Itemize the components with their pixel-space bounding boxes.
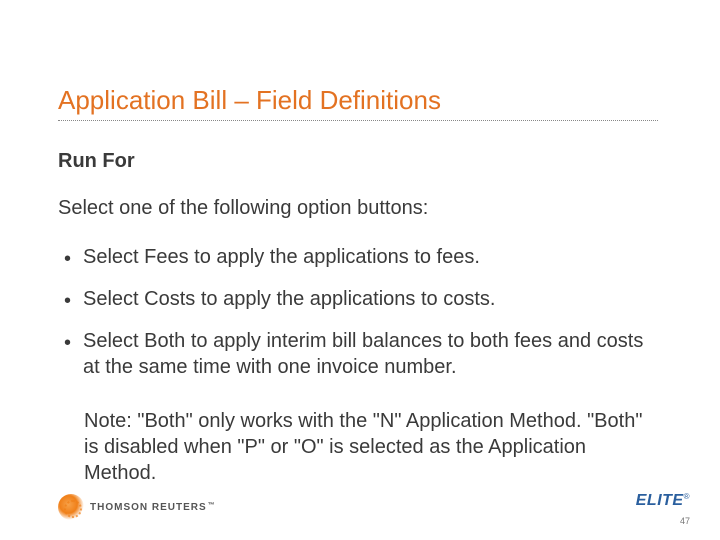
swirl-icon bbox=[58, 494, 84, 520]
intro-text: Select one of the following option butto… bbox=[58, 197, 428, 220]
section-subheading: Run For bbox=[58, 150, 135, 173]
list-item: • Select Costs to apply the applications… bbox=[58, 286, 658, 314]
list-item: • Select Fees to apply the applications … bbox=[58, 244, 658, 272]
list-item-text: Select Costs to apply the applications t… bbox=[83, 286, 495, 312]
list-item: • Select Both to apply interim bill bala… bbox=[58, 328, 658, 380]
list-item-text: Select Both to apply interim bill balanc… bbox=[83, 328, 658, 380]
note-text: Note: "Both" only works with the "N" App… bbox=[84, 408, 644, 486]
list-item-text: Select Fees to apply the applications to… bbox=[83, 244, 480, 270]
footer: THOMSON REUTERS™ ELITE® 47 bbox=[0, 482, 720, 522]
bullet-icon: • bbox=[64, 330, 71, 356]
page-number: 47 bbox=[680, 516, 690, 526]
slide: Application Bill – Field Definitions Run… bbox=[0, 0, 720, 540]
slide-title: Application Bill – Field Definitions bbox=[58, 85, 658, 121]
bullet-icon: • bbox=[64, 246, 71, 272]
elite-logo: ELITE® bbox=[636, 492, 690, 510]
thomson-reuters-logo: THOMSON REUTERS™ bbox=[58, 494, 216, 520]
bullet-icon: • bbox=[64, 288, 71, 314]
brand-left-text: THOMSON REUTERS™ bbox=[90, 502, 216, 513]
bullet-list: • Select Fees to apply the applications … bbox=[58, 230, 658, 380]
